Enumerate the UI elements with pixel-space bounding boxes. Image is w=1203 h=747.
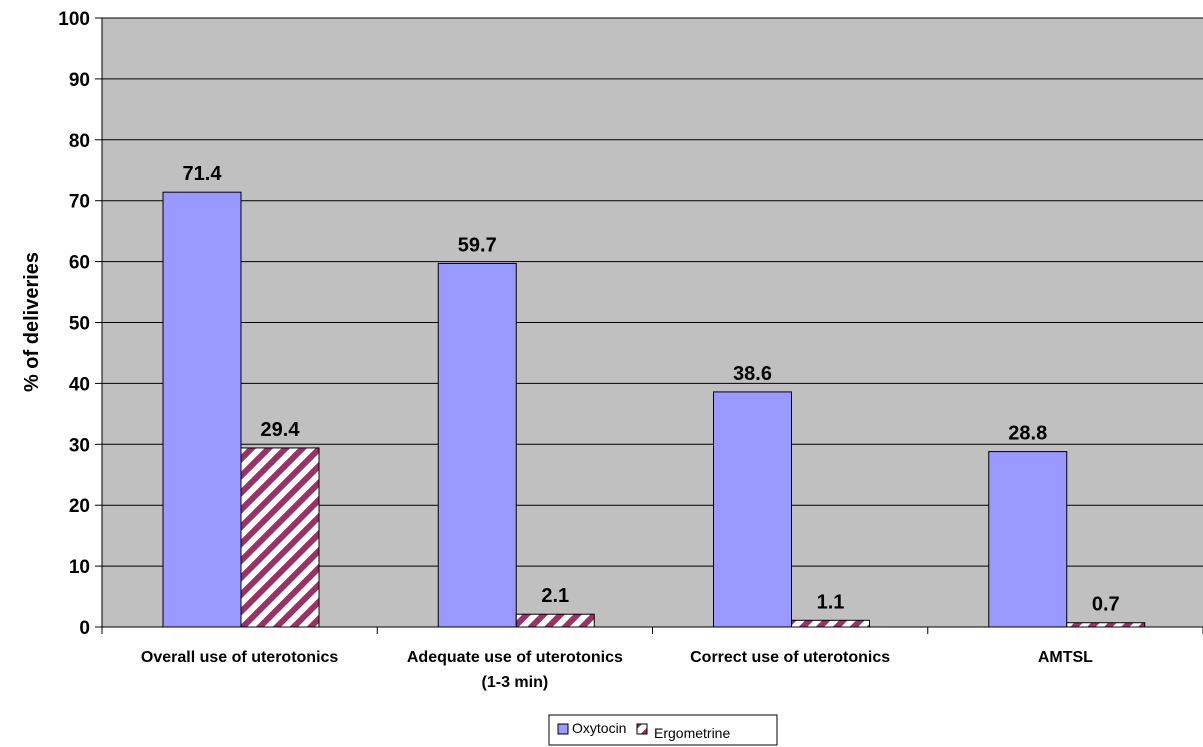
legend-swatch-oxytocin — [557, 723, 569, 735]
x-category-label: AMTSL — [1038, 649, 1093, 666]
bar-oxytocin-3 — [988, 451, 1068, 628]
bar-ergometrine-0 — [240, 447, 320, 628]
data-label: 71.4 — [183, 163, 223, 185]
bar-ergometrine-1 — [515, 613, 595, 628]
data-label: 0.7 — [1092, 594, 1120, 616]
bars — [162, 191, 1146, 628]
data-label: 29.4 — [261, 419, 301, 441]
y-tick-label: 100 — [58, 9, 90, 30]
gridlines — [102, 17, 1203, 567]
y-tick-label: 0 — [79, 618, 90, 639]
data-label: 38.6 — [733, 363, 772, 385]
data-label: 2.1 — [541, 585, 569, 607]
y-tick-label: 10 — [69, 557, 90, 578]
y-tick-label: 30 — [69, 435, 90, 456]
bar-oxytocin-1 — [437, 262, 517, 628]
x-category-label: Correct use of uterotonics — [690, 649, 890, 666]
legend: Oxytocin Ergometrine — [548, 714, 778, 746]
legend-swatch-ergometrine — [636, 723, 648, 735]
y-tick-label: 60 — [69, 253, 90, 274]
x-category-label: Adequate use of uterotonics — [407, 649, 623, 666]
bar-oxytocin-2 — [713, 391, 792, 628]
y-tick-label: 40 — [69, 374, 90, 395]
data-labels: 71.4 29.4 59.7 2.1 38.6 1.1 28.8 0.7 — [183, 163, 1120, 616]
y-tick-label: 20 — [69, 496, 90, 517]
data-label: 59.7 — [458, 234, 497, 256]
y-tick-label: 90 — [69, 70, 90, 91]
x-category-label: Overall use of uterotonics — [141, 649, 338, 666]
y-tick-label: 80 — [69, 131, 90, 152]
axes — [95, 17, 1203, 634]
legend-label-oxytocin: Oxytocin — [572, 720, 626, 736]
y-tick-label: 50 — [69, 314, 90, 335]
data-label: 1.1 — [817, 591, 845, 613]
x-category-label: (1-3 min) — [482, 674, 549, 691]
data-label: 28.8 — [1008, 423, 1047, 445]
bar-ergometrine-2 — [791, 619, 870, 628]
legend-box — [548, 714, 778, 746]
bar-oxytocin-0 — [162, 191, 242, 628]
y-tick-labels: 0 10 20 30 40 50 60 70 80 90 100 — [58, 9, 90, 639]
bar-ergometrine-3 — [1066, 622, 1146, 628]
x-category-labels: Overall use of uterotonics Adequate use o… — [141, 649, 1093, 691]
legend-label-ergometrine: Ergometrine — [654, 725, 730, 741]
y-tick-label: 70 — [69, 192, 90, 213]
y-axis-title: % of deliveries — [21, 252, 43, 392]
